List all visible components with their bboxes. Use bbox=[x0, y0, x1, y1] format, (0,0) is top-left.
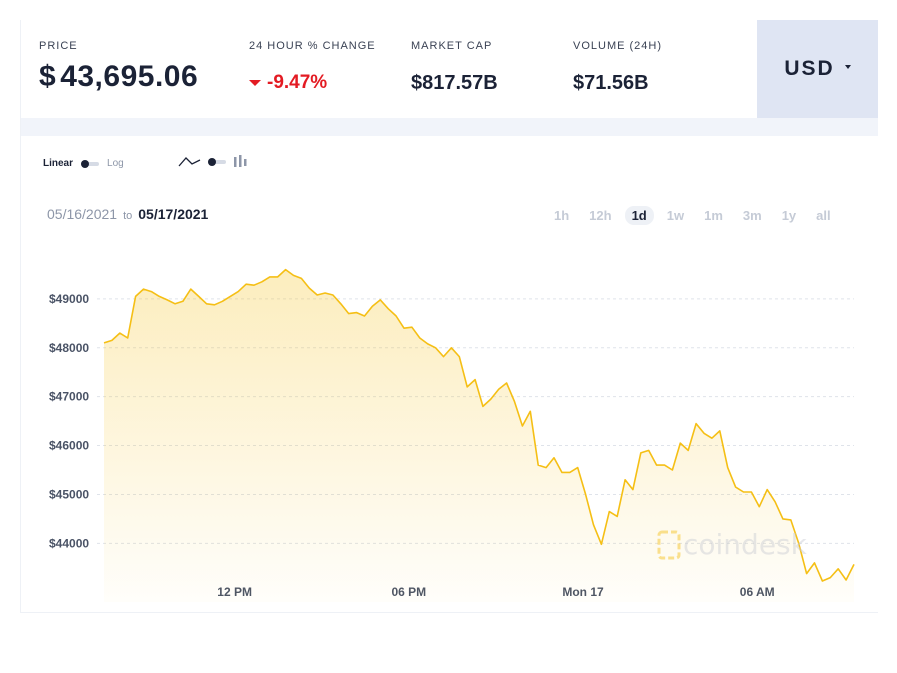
scale-log-label[interactable]: Log bbox=[107, 158, 124, 169]
y-tick-label: $46000 bbox=[49, 439, 89, 453]
date-to: 05/17/2021 bbox=[138, 206, 209, 222]
toggle-switch-icon[interactable] bbox=[208, 158, 226, 166]
y-tick-label: $47000 bbox=[49, 390, 89, 404]
volume-label: VOLUME (24H) bbox=[573, 40, 663, 52]
range-1h[interactable]: 1h bbox=[554, 208, 570, 223]
price-chart: $44000$45000$46000$47000$48000$4900012 P… bbox=[49, 268, 855, 602]
coindesk-logo-icon bbox=[657, 530, 681, 559]
range-selector: 1h 12h 1d 1w 1m 3m 1y all bbox=[541, 206, 838, 225]
scale-toggle: Linear Log bbox=[43, 158, 124, 169]
stats-header: PRICE $43,695.06 24 HOUR % CHANGE -9.47%… bbox=[21, 20, 878, 118]
candlestick-icon[interactable] bbox=[232, 154, 248, 170]
change-value: -9.47% bbox=[249, 72, 376, 94]
divider-band bbox=[21, 118, 878, 136]
date-from: 05/16/2021 bbox=[47, 206, 118, 222]
date-range: 05/16/2021 to 05/17/2021 bbox=[47, 206, 208, 222]
change-stat: 24 HOUR % CHANGE -9.47% bbox=[249, 40, 376, 94]
range-3m[interactable]: 3m bbox=[742, 208, 762, 223]
range-1y[interactable]: 1y bbox=[781, 208, 797, 223]
y-tick-label: $49000 bbox=[49, 292, 89, 306]
chart-type-toggle bbox=[178, 154, 248, 170]
caret-down-icon bbox=[844, 65, 851, 69]
volume-stat: VOLUME (24H) $71.56B bbox=[573, 40, 662, 95]
price-currency-symbol: $ bbox=[39, 60, 57, 93]
price-line bbox=[103, 268, 855, 582]
line-chart-icon[interactable] bbox=[178, 155, 202, 169]
chart-controls: Linear Log bbox=[21, 150, 878, 180]
price-label: PRICE bbox=[39, 40, 78, 52]
range-1d[interactable]: 1d bbox=[624, 206, 654, 225]
date-to-word: to bbox=[123, 210, 133, 222]
mcap-value: $817.57B bbox=[411, 72, 498, 94]
change-amount: -9.47% bbox=[267, 72, 328, 93]
range-12h[interactable]: 12h bbox=[589, 208, 612, 223]
switch-knob bbox=[81, 159, 90, 168]
caret-down-icon bbox=[249, 80, 261, 86]
volume-value: $71.56B bbox=[573, 72, 649, 94]
price-card: PRICE $43,695.06 24 HOUR % CHANGE -9.47%… bbox=[20, 20, 878, 613]
watermark-text: coindesk bbox=[683, 528, 807, 561]
change-label: 24 HOUR % CHANGE bbox=[249, 40, 376, 52]
y-tick-label: $45000 bbox=[49, 487, 89, 501]
currency-label: USD bbox=[784, 57, 835, 80]
range-1w[interactable]: 1w bbox=[666, 208, 685, 223]
coindesk-watermark: coindesk bbox=[657, 528, 807, 561]
range-all[interactable]: all bbox=[816, 208, 831, 223]
switch-knob bbox=[208, 158, 216, 166]
y-tick-label: $44000 bbox=[49, 536, 89, 550]
scale-switch[interactable] bbox=[81, 159, 100, 168]
range-1m[interactable]: 1m bbox=[704, 208, 723, 223]
price-value: $43,695.06 bbox=[39, 60, 198, 94]
mcap-label: MARKET CAP bbox=[411, 40, 493, 52]
scale-linear-label[interactable]: Linear bbox=[43, 158, 74, 169]
mcap-stat: MARKET CAP $817.57B bbox=[411, 40, 498, 95]
price-stat: PRICE $43,695.06 bbox=[39, 40, 198, 94]
price-area bbox=[104, 269, 854, 602]
y-tick-label: $48000 bbox=[49, 341, 89, 355]
currency-selector[interactable]: USD bbox=[757, 20, 878, 118]
price-amount: 43,695.06 bbox=[60, 60, 199, 93]
